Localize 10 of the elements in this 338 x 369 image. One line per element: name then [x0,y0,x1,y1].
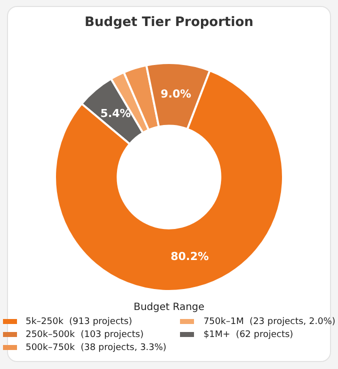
legend-label: $1M+ (62 projects) [203,330,294,340]
legend-label: 500k–750k (38 projects, 3.3%) [26,342,166,352]
data-label: 80.2% [170,250,209,263]
chart-title: Budget Tier Proportion [84,15,254,30]
legend-title: Budget Range [132,302,206,313]
legend-label: 250k–500k (103 projects) [26,330,144,340]
legend-label: 5k–250k (913 projects) [26,316,132,326]
legend-label: 750k–1M (23 projects, 2.0%) [203,316,336,326]
data-label: 9.0% [160,87,192,100]
data-label: 5.4% [100,106,131,120]
